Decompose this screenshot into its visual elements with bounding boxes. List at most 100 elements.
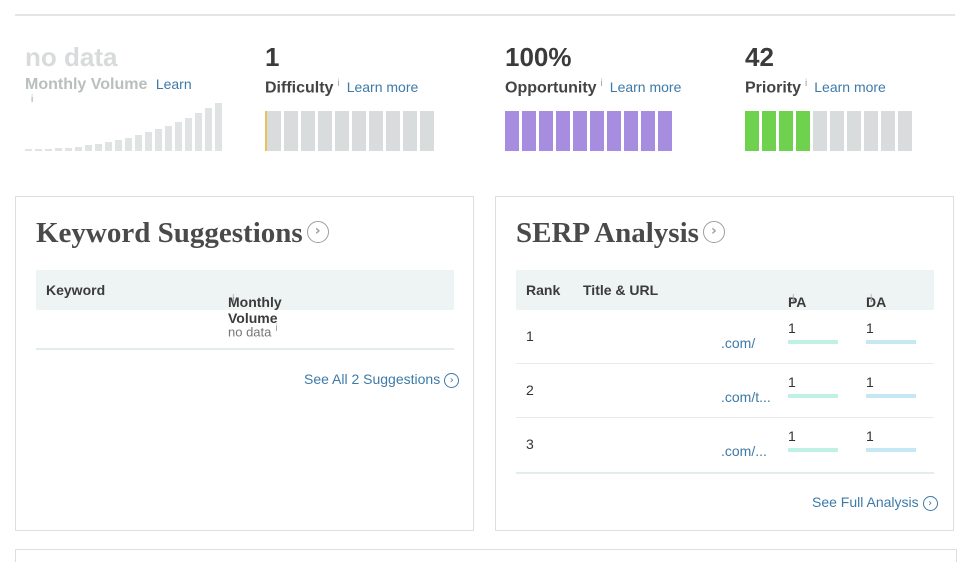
info-icon[interactable]: i — [232, 294, 235, 305]
priority-segment — [830, 111, 844, 151]
priority-bar — [745, 111, 915, 151]
keyword-table-header: Keyword Monthly Volume i — [36, 270, 454, 326]
monthly-volume-info-icon[interactable]: i — [31, 94, 34, 105]
priority-info-icon[interactable]: i — [805, 78, 808, 89]
keyword-suggestions-panel: Keyword Suggestions › Keyword Monthly Vol… — [15, 196, 474, 531]
volume-placeholder-bar — [195, 113, 202, 151]
see-full-analysis-link[interactable]: See Full Analysis › — [812, 494, 938, 511]
see-all-suggestions-text: See All 2 Suggestions — [304, 371, 441, 387]
difficulty-segment — [420, 111, 434, 151]
serp-pa-value: 1 — [788, 428, 796, 444]
info-icon[interactable]: i — [870, 294, 873, 305]
serp-table-header: Rank Title & URL PA i DA i — [516, 270, 934, 310]
serp-da-value: 1 — [866, 320, 874, 336]
volume-placeholder-bar — [215, 103, 222, 151]
volume-placeholder-bar — [175, 121, 182, 151]
opportunity-segment — [641, 111, 655, 151]
opportunity-segment — [590, 111, 604, 151]
difficulty-segment — [301, 111, 315, 151]
opportunity-value: 100% — [505, 42, 572, 72]
keyword-suggestions-title[interactable]: Keyword Suggestions › — [36, 217, 329, 250]
serp-da-value: 1 — [866, 428, 874, 444]
table-row-divider — [516, 363, 934, 364]
difficulty-segment — [335, 111, 349, 151]
priority-segment — [864, 111, 878, 151]
arrow-circle-right-icon[interactable]: › — [702, 221, 725, 244]
serp-url-link[interactable]: .com/... — [721, 443, 767, 459]
info-icon[interactable]: i — [792, 294, 795, 305]
volume-placeholder-bar — [145, 132, 152, 151]
priority-segment — [762, 111, 776, 151]
serp-url-link[interactable]: .com/t... — [721, 389, 771, 405]
table-row-divider — [36, 348, 454, 350]
priority-metric: 42 Priority i Learn more — [745, 42, 965, 98]
opportunity-segment — [539, 111, 553, 151]
arrow-circle-right-icon: › — [922, 495, 938, 511]
difficulty-segment — [352, 111, 366, 151]
column-header-pa-text: PA — [788, 294, 807, 310]
opportunity-metric: 100% Opportunity i Learn more — [505, 42, 725, 98]
priority-learn-link[interactable]: Learn more — [814, 79, 886, 96]
da-bar — [866, 394, 916, 398]
volume-placeholder-bar — [35, 148, 42, 151]
serp-url-link[interactable]: .com/ — [721, 335, 756, 351]
difficulty-segment — [386, 111, 400, 151]
priority-segment — [898, 111, 912, 151]
table-row-divider — [516, 417, 934, 418]
keyword-row-volume: no data i — [228, 323, 281, 339]
pa-bar — [788, 340, 838, 344]
monthly-volume-metric: no data Monthly Volume Learn i — [25, 42, 245, 105]
table-row: 3 .com/... 1 1 — [516, 418, 934, 472]
difficulty-learn-link[interactable]: Learn more — [346, 79, 419, 96]
volume-placeholder-bar — [85, 145, 92, 151]
priority-segment — [813, 111, 827, 151]
opportunity-info-icon[interactable]: i — [600, 78, 603, 89]
volume-placeholder-bar — [65, 147, 72, 151]
info-icon[interactable]: i — [275, 323, 278, 334]
monthly-volume-sparkline — [25, 100, 225, 151]
opportunity-segment — [607, 111, 621, 151]
serp-pa-value: 1 — [788, 374, 796, 390]
opportunity-learn-link[interactable]: Learn more — [609, 79, 682, 96]
serp-da-value: 1 — [866, 374, 874, 390]
difficulty-info-icon[interactable]: i — [337, 78, 340, 89]
volume-placeholder-bar — [75, 146, 82, 151]
keyword-row-volume-text: no data — [228, 324, 272, 340]
column-header-title-url[interactable]: Title & URL — [583, 282, 659, 298]
volume-placeholder-bar — [125, 137, 132, 151]
see-full-analysis-text: See Full Analysis — [812, 494, 919, 510]
volume-placeholder-bar — [205, 108, 212, 151]
opportunity-segment — [573, 111, 587, 151]
difficulty-metric: 1 Difficulty i Learn more — [265, 42, 485, 98]
see-all-suggestions-link[interactable]: See All 2 Suggestions › — [304, 371, 460, 388]
arrow-circle-right-icon[interactable]: › — [306, 221, 329, 244]
table-row: 2 .com/t... 1 1 — [516, 364, 934, 418]
serp-analysis-title[interactable]: SERP Analysis › — [516, 217, 725, 250]
volume-placeholder-bar — [45, 148, 52, 151]
serp-rank: 1 — [526, 328, 534, 344]
volume-placeholder-bar — [155, 129, 162, 151]
top-divider — [15, 14, 955, 16]
serp-pa-value: 1 — [788, 320, 796, 336]
table-row: 1 .com/ 1 1 — [516, 310, 934, 364]
difficulty-segment — [403, 111, 417, 151]
serp-rank: 2 — [526, 382, 534, 398]
monthly-volume-learn-link[interactable]: Learn — [155, 76, 192, 92]
priority-segment — [796, 111, 810, 151]
column-header-rank[interactable]: Rank — [526, 282, 561, 298]
column-header-keyword[interactable]: Keyword — [46, 282, 106, 298]
serp-analysis-panel: SERP Analysis › Rank Title & URL PA i DA i … — [495, 196, 954, 531]
priority-label: Priority — [745, 79, 802, 97]
priority-segment — [881, 111, 895, 151]
priority-value: 42 — [745, 42, 774, 72]
volume-placeholder-bar — [185, 117, 192, 151]
difficulty-segment — [318, 111, 332, 151]
priority-segment — [779, 111, 793, 151]
opportunity-segment — [556, 111, 570, 151]
volume-placeholder-bar — [105, 142, 112, 151]
volume-placeholder-bar — [165, 125, 172, 151]
monthly-volume-label: Monthly Volume — [25, 76, 148, 93]
opportunity-label: Opportunity — [505, 79, 597, 97]
monthly-volume-value: no data — [25, 42, 118, 72]
pa-bar — [788, 394, 838, 398]
